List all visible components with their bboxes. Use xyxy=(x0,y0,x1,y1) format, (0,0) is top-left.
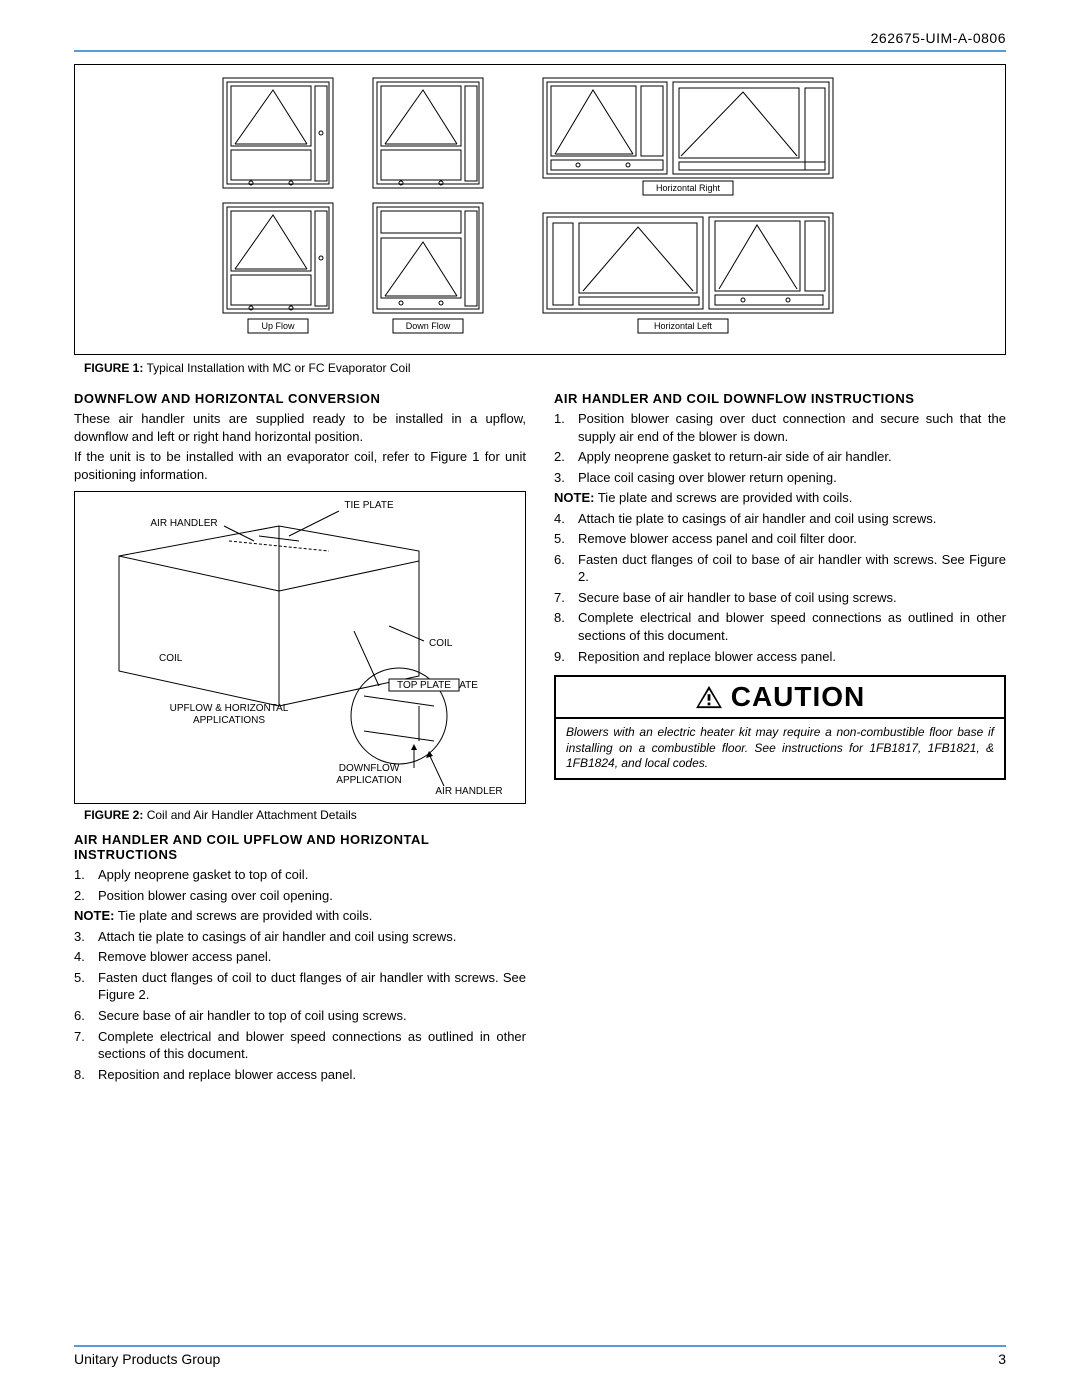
doc-id: 262675-UIM-A-0806 xyxy=(871,30,1006,46)
svg-text:APPLICATION: APPLICATION xyxy=(336,775,401,786)
warning-icon xyxy=(695,685,723,709)
section-downflow-instr-title: AIR HANDLER AND COIL DOWNFLOW INSTRUCTIO… xyxy=(554,391,1006,406)
caution-label: CAUTION xyxy=(731,681,866,713)
svg-text:TOP PLATE: TOP PLATE xyxy=(397,680,451,691)
caution-body: Blowers with an electric heater kit may … xyxy=(556,719,1004,778)
figure2-diagram: TIE PLATE AIR HANDLER COIL COIL TOP PLAT… xyxy=(79,496,509,796)
upflow-steps-b: 3.Attach tie plate to casings of air han… xyxy=(74,928,526,1083)
svg-text:Horizontal Left: Horizontal Left xyxy=(654,321,713,331)
footer-page: 3 xyxy=(998,1351,1006,1367)
figure2-box: TIE PLATE AIR HANDLER COIL COIL TOP PLAT… xyxy=(74,491,526,804)
list-item: 5.Fasten duct flanges of coil to duct fl… xyxy=(74,969,526,1004)
list-item: 9.Reposition and replace blower access p… xyxy=(554,648,1006,666)
figure1-caption: FIGURE 1: Typical Installation with MC o… xyxy=(84,361,1006,375)
downflow-steps-b: 4.Attach tie plate to casings of air han… xyxy=(554,510,1006,665)
page-footer: Unitary Products Group 3 xyxy=(74,1345,1006,1367)
section-downflow-title: DOWNFLOW AND HORIZONTAL CONVERSION xyxy=(74,391,526,406)
list-item: 1.Position blower casing over duct conne… xyxy=(554,410,1006,445)
note-right: NOTE: Tie plate and screws are provided … xyxy=(554,489,1006,507)
doc-header: 262675-UIM-A-0806 xyxy=(74,30,1006,52)
note-left: NOTE: Tie plate and screws are provided … xyxy=(74,907,526,925)
list-item: 2.Position blower casing over coil openi… xyxy=(74,887,526,905)
figure2-caption: FIGURE 2: Coil and Air Handler Attachmen… xyxy=(84,808,526,822)
figure1-box: Horizontal Right Up Flow xyxy=(74,64,1006,355)
svg-text:DOWNFLOW: DOWNFLOW xyxy=(339,763,400,774)
list-item: 3.Place coil casing over blower return o… xyxy=(554,469,1006,487)
list-item: 4.Attach tie plate to casings of air han… xyxy=(554,510,1006,528)
svg-text:AIR HANDLER: AIR HANDLER xyxy=(150,518,217,529)
right-column: AIR HANDLER AND COIL DOWNFLOW INSTRUCTIO… xyxy=(554,385,1006,1086)
list-item: 2.Apply neoprene gasket to return-air si… xyxy=(554,448,1006,466)
list-item: 8.Reposition and replace blower access p… xyxy=(74,1066,526,1084)
caution-box: CAUTION Blowers with an electric heater … xyxy=(554,675,1006,780)
section-upflow-title: AIR HANDLER AND COIL UPFLOW AND HORIZONT… xyxy=(74,832,526,862)
list-item: 3.Attach tie plate to casings of air han… xyxy=(74,928,526,946)
list-item: 7.Complete electrical and blower speed c… xyxy=(74,1028,526,1063)
svg-text:APPLICATIONS: APPLICATIONS xyxy=(193,715,265,726)
left-column: DOWNFLOW AND HORIZONTAL CONVERSION These… xyxy=(74,385,526,1086)
svg-text:Down Flow: Down Flow xyxy=(406,321,451,331)
svg-text:COIL: COIL xyxy=(429,638,453,649)
footer-left: Unitary Products Group xyxy=(74,1351,220,1367)
svg-text:COIL: COIL xyxy=(159,653,183,664)
figure1-diagram: Horizontal Right Up Flow xyxy=(83,73,993,343)
list-item: 7.Secure base of air handler to base of … xyxy=(554,589,1006,607)
downflow-steps-a: 1.Position blower casing over duct conne… xyxy=(554,410,1006,486)
para-1: These air handler units are supplied rea… xyxy=(74,410,526,445)
caution-header: CAUTION xyxy=(556,677,1004,719)
svg-text:Horizontal Right: Horizontal Right xyxy=(656,183,721,193)
list-item: 5.Remove blower access panel and coil fi… xyxy=(554,530,1006,548)
list-item: 6.Fasten duct flanges of coil to base of… xyxy=(554,551,1006,586)
list-item: 8.Complete electrical and blower speed c… xyxy=(554,609,1006,644)
para-2: If the unit is to be installed with an e… xyxy=(74,448,526,483)
upflow-steps-a: 1.Apply neoprene gasket to top of coil. 2… xyxy=(74,866,526,904)
list-item: 1.Apply neoprene gasket to top of coil. xyxy=(74,866,526,884)
svg-text:Up Flow: Up Flow xyxy=(261,321,295,331)
list-item: 6.Secure base of air handler to top of c… xyxy=(74,1007,526,1025)
list-item: 4.Remove blower access panel. xyxy=(74,948,526,966)
svg-text:UPFLOW & HORIZONTAL: UPFLOW & HORIZONTAL xyxy=(170,703,289,714)
svg-text:AIR HANDLER: AIR HANDLER xyxy=(435,786,502,796)
svg-text:TIE PLATE: TIE PLATE xyxy=(344,500,394,511)
